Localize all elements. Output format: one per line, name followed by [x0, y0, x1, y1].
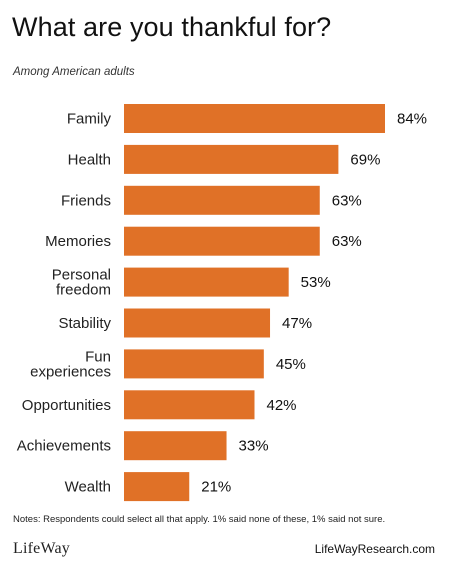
bar-health	[124, 144, 339, 174]
value-label: 42%	[267, 397, 297, 414]
bar-opportunities	[124, 390, 255, 420]
category-label: Stability	[58, 315, 111, 332]
category-label: Memories	[45, 233, 111, 250]
value-label: 45%	[276, 356, 306, 373]
category-label: Family	[67, 111, 112, 128]
value-label: 33%	[239, 438, 269, 455]
category-label: Wealth	[65, 479, 111, 496]
category-label: freedom	[56, 282, 111, 299]
bar-wealth	[124, 472, 190, 502]
value-label: 84%	[397, 111, 427, 128]
bar-chart: Family 84% Health 69% Friends 63% Memories 63% P…	[17, 104, 427, 502]
value-label: 63%	[332, 192, 362, 209]
brand-logo: LifeWay	[13, 540, 70, 557]
category-label: Opportunities	[22, 397, 111, 414]
category-label: Health	[68, 151, 111, 168]
value-label: 53%	[301, 274, 331, 291]
value-label: 69%	[350, 151, 380, 168]
value-label: 47%	[282, 315, 312, 332]
bar-friends	[124, 185, 320, 215]
chart-notes: Notes: Respondents could select all that…	[13, 514, 386, 525]
bar-personal-freedom	[124, 267, 289, 297]
chart-subtitle: Among American adults	[13, 66, 135, 78]
category-label: experiences	[30, 363, 111, 380]
value-label: 63%	[332, 233, 362, 250]
category-label: Achievements	[17, 438, 111, 455]
bar-memories	[124, 226, 320, 256]
chart-title: What are you thankful for?	[12, 12, 332, 42]
bar-stability	[124, 308, 271, 338]
category-label: Fun	[85, 348, 111, 365]
value-label: 21%	[201, 479, 231, 496]
category-label: Personal	[52, 267, 111, 284]
bar-achievements	[124, 431, 227, 461]
bar-family	[124, 104, 385, 133]
website-link[interactable]: LifeWayResearch.com	[314, 542, 435, 556]
bar-fun-experiences	[124, 349, 264, 379]
category-label: Friends	[61, 192, 111, 209]
